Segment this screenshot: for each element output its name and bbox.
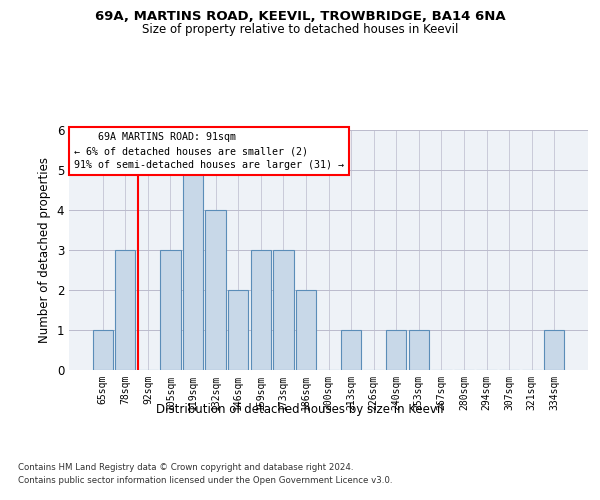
Bar bbox=[251, 250, 271, 370]
Text: Contains HM Land Registry data © Crown copyright and database right 2024.: Contains HM Land Registry data © Crown c… bbox=[18, 462, 353, 471]
Bar bbox=[115, 250, 136, 370]
Text: Distribution of detached houses by size in Keevil: Distribution of detached houses by size … bbox=[156, 402, 444, 415]
Bar bbox=[341, 330, 361, 370]
Bar bbox=[296, 290, 316, 370]
Bar bbox=[386, 330, 406, 370]
Bar bbox=[92, 330, 113, 370]
Bar bbox=[160, 250, 181, 370]
Text: 69A, MARTINS ROAD, KEEVIL, TROWBRIDGE, BA14 6NA: 69A, MARTINS ROAD, KEEVIL, TROWBRIDGE, B… bbox=[95, 10, 505, 23]
Text: 69A MARTINS ROAD: 91sqm    
← 6% of detached houses are smaller (2)
91% of semi-: 69A MARTINS ROAD: 91sqm ← 6% of detached… bbox=[74, 132, 344, 170]
Bar bbox=[273, 250, 293, 370]
Bar bbox=[544, 330, 565, 370]
Bar bbox=[409, 330, 429, 370]
Bar bbox=[228, 290, 248, 370]
Text: Size of property relative to detached houses in Keevil: Size of property relative to detached ho… bbox=[142, 22, 458, 36]
Bar bbox=[183, 170, 203, 370]
Y-axis label: Number of detached properties: Number of detached properties bbox=[38, 157, 51, 343]
Text: Contains public sector information licensed under the Open Government Licence v3: Contains public sector information licen… bbox=[18, 476, 392, 485]
Bar bbox=[205, 210, 226, 370]
